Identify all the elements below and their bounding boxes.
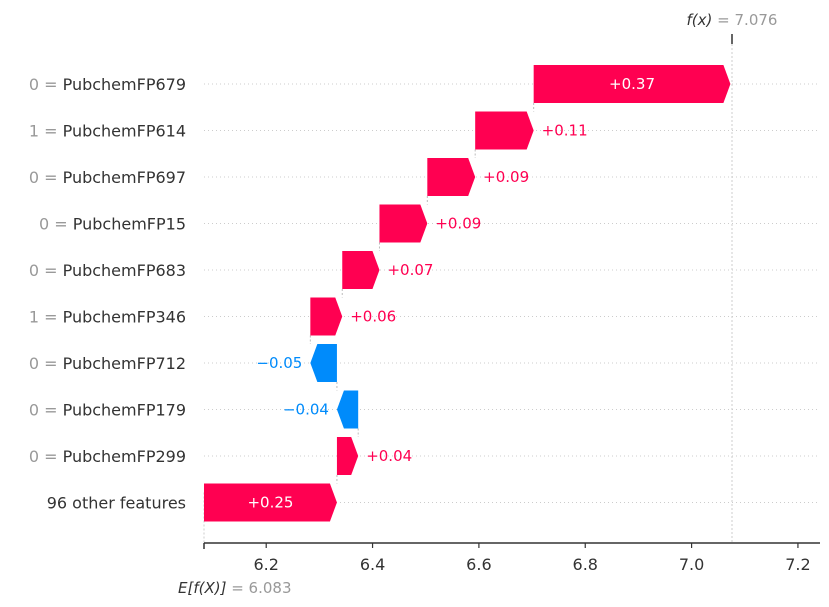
bar-value-label: −0.04 — [283, 401, 329, 419]
feature-label: 0 = PubchemFP15 — [39, 215, 186, 234]
bar-value-label: +0.06 — [350, 308, 396, 326]
feature-value: 0 = — [29, 75, 63, 94]
feature-label: 0 = PubchemFP712 — [29, 354, 186, 373]
feature-label: 1 = PubchemFP614 — [29, 122, 186, 141]
base-value-label: E[f(X)] — [178, 579, 231, 597]
positive-bar — [204, 483, 337, 522]
positive-bar — [427, 158, 476, 196]
bar-value-label: +0.04 — [366, 447, 412, 465]
feature-name: PubchemFP299 — [63, 447, 186, 466]
feature-value: 0 = — [29, 168, 63, 187]
feature-name: 96 other features — [47, 494, 186, 513]
x-tick-label: 6.2 — [253, 555, 278, 574]
feature-name: PubchemFP683 — [63, 261, 186, 280]
x-tick-label: 6.8 — [573, 555, 598, 574]
feature-value: 0 = — [39, 215, 73, 234]
bar-value-label: +0.25 — [247, 494, 293, 512]
x-tick-label: 7.0 — [679, 555, 704, 574]
bar-value-label: +0.09 — [483, 168, 529, 186]
positive-bar — [310, 297, 343, 336]
bar-value-label: +0.07 — [387, 261, 433, 279]
feature-label: 96 other features — [47, 494, 186, 513]
feature-label: 0 = PubchemFP179 — [29, 401, 186, 420]
negative-bar — [336, 390, 359, 429]
base-value-annotation: E[f(X)] = 6.083 — [178, 579, 292, 597]
feature-value: 0 = — [29, 354, 63, 373]
feature-name: PubchemFP15 — [73, 215, 186, 234]
x-tick-label: 6.6 — [466, 555, 491, 574]
feature-name: PubchemFP614 — [63, 122, 186, 141]
feature-label: 0 = PubchemFP683 — [29, 261, 186, 280]
feature-name: PubchemFP679 — [63, 75, 186, 94]
feature-label: 1 = PubchemFP346 — [29, 308, 186, 327]
feature-name: PubchemFP697 — [63, 168, 186, 187]
feature-name: PubchemFP179 — [63, 401, 186, 420]
bar-value-label: +0.11 — [542, 122, 588, 140]
feature-name: PubchemFP346 — [63, 308, 186, 327]
feature-label: 0 = PubchemFP679 — [29, 75, 186, 94]
feature-value: 1 = — [29, 308, 63, 327]
feature-value: 0 = — [29, 261, 63, 280]
negative-bar — [310, 344, 337, 382]
bar-value-label: +0.09 — [435, 215, 481, 233]
base-value-number: = 6.083 — [231, 579, 291, 597]
bar-value-label: −0.05 — [256, 354, 302, 372]
positive-bar — [475, 111, 534, 150]
positive-bar — [379, 204, 428, 243]
feature-name: PubchemFP712 — [63, 354, 186, 373]
feature-label: 0 = PubchemFP697 — [29, 168, 186, 187]
final-value-label: f(x) — [687, 11, 718, 29]
positive-bar — [533, 65, 731, 103]
x-tick-label: 7.2 — [785, 555, 810, 574]
feature-value: 0 = — [29, 447, 63, 466]
feature-value: 0 = — [29, 401, 63, 420]
positive-bar — [336, 437, 359, 475]
positive-bar — [342, 251, 380, 289]
feature-label: 0 = PubchemFP299 — [29, 447, 186, 466]
final-value-number: = 7.076 — [717, 11, 777, 29]
x-tick-label: 6.4 — [360, 555, 385, 574]
feature-value: 1 = — [29, 122, 63, 141]
final-value-annotation: f(x) = 7.076 — [687, 11, 778, 29]
bar-value-label: +0.37 — [609, 75, 655, 93]
